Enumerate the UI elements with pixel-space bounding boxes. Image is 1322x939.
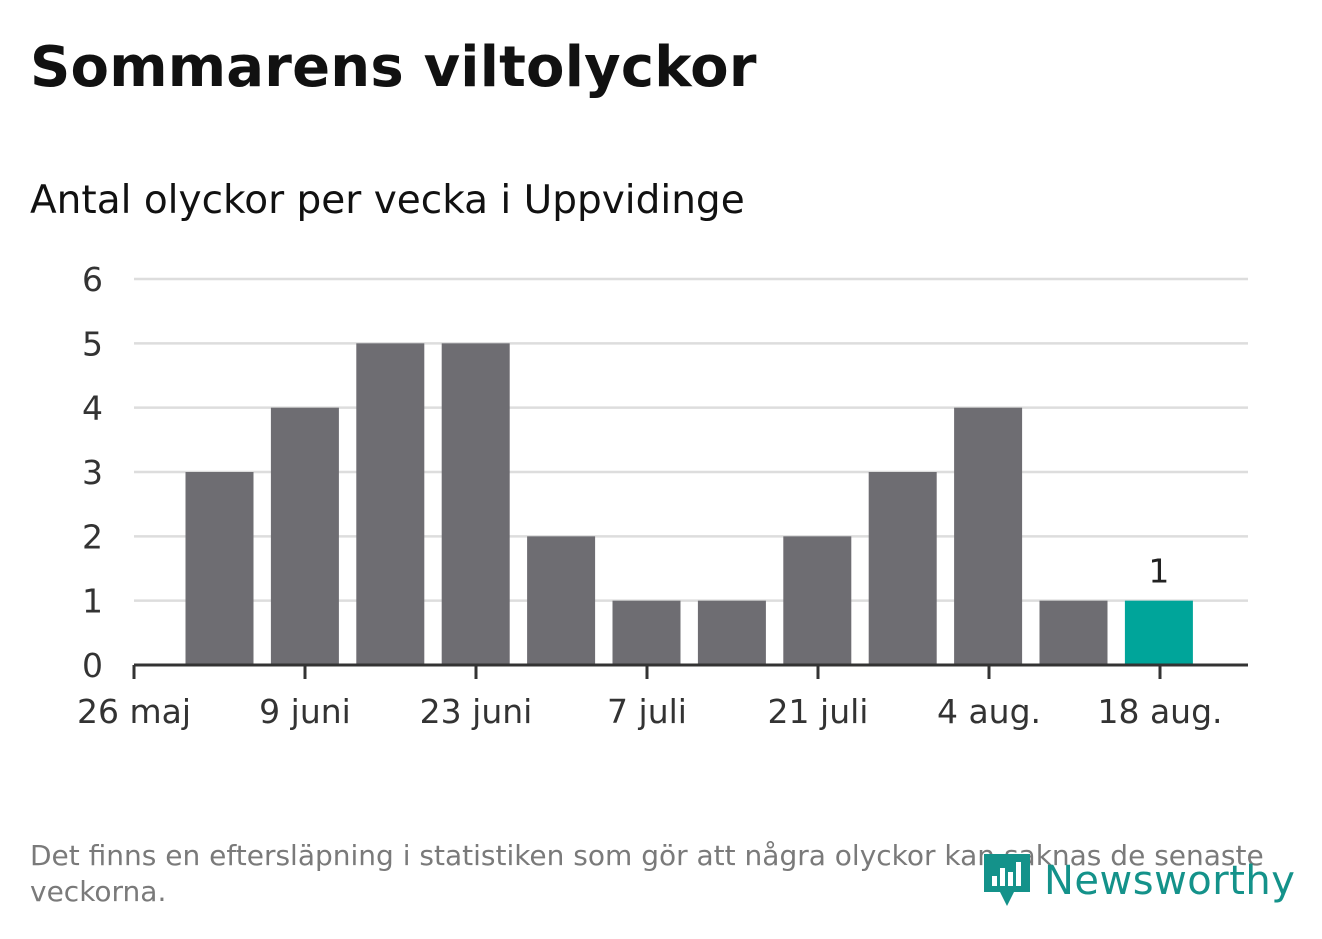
bar-highlight: [1124, 600, 1193, 665]
brand-name: Newsworthy: [1044, 858, 1296, 904]
brand-logo: Newsworthy: [980, 850, 1295, 912]
x-tick-label: 18 aug.: [1097, 692, 1222, 731]
y-tick-label: 3: [82, 453, 103, 492]
bar: [697, 600, 766, 665]
bar: [612, 600, 681, 665]
bars: [185, 343, 1193, 665]
data-label: 1: [1148, 552, 1169, 591]
bar: [356, 343, 425, 665]
y-tick-label: 6: [82, 260, 103, 299]
x-tick-label: 9 juni: [259, 692, 351, 731]
bar: [783, 536, 852, 665]
x-tick-label: 7 juli: [607, 692, 687, 731]
chart-title: Sommarens viltolyckor: [30, 35, 757, 100]
y-axis-tick-labels: 0 1 2 3 4 5 6: [82, 260, 103, 685]
y-tick-label: 1: [82, 582, 103, 621]
y-tick-label: 4: [82, 389, 103, 428]
x-axis: [132, 663, 1248, 679]
bar: [1039, 600, 1108, 665]
data-labels: 1: [1148, 552, 1169, 591]
y-tick-label: 2: [82, 517, 103, 556]
x-tick-label: 23 juni: [420, 692, 533, 731]
x-tick-label: 21 juli: [768, 692, 869, 731]
bar: [868, 472, 937, 665]
x-tick-label: 4 aug.: [937, 692, 1041, 731]
y-tick-label: 5: [82, 324, 103, 363]
x-axis-tick-labels: 26 maj 9 juni 23 juni 7 juli 21 juli 4 aug. 18…: [77, 692, 1223, 731]
bar: [185, 472, 254, 665]
x-tick-label: 26 maj: [77, 692, 191, 731]
bar-chart: 0 1 2 3 4 5 6 26 maj 9 juni 23 juni 7 juli 21 juli…: [77, 260, 1248, 731]
newsworthy-logo-icon: [984, 854, 1030, 906]
bar: [270, 407, 339, 665]
footnote: Det finns en eftersläpning i statistiken…: [30, 839, 1264, 908]
y-tick-label: 0: [82, 646, 103, 685]
chart-subtitle: Antal olyckor per vecka i Uppvidinge: [30, 178, 745, 223]
bar: [441, 343, 510, 665]
bar: [954, 407, 1023, 665]
bar: [527, 536, 596, 665]
